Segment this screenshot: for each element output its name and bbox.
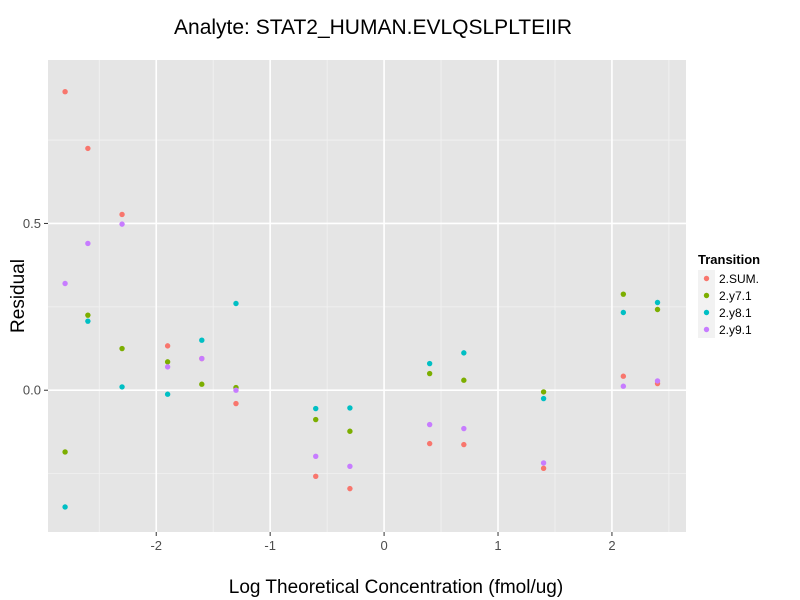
point-2-y9-1	[233, 387, 239, 393]
point-2-sum	[347, 485, 353, 492]
y-tick-label: 0.0	[23, 383, 41, 398]
point-2-y9-1	[654, 378, 661, 384]
legend-label: 2.y9.1	[719, 323, 752, 337]
point-2-y9-1	[347, 463, 353, 469]
point-2-sum	[119, 211, 125, 218]
x-axis-title: Log Theoretical Concentration (fmol/ug)	[229, 577, 563, 598]
point-2-y9-1	[119, 221, 125, 227]
point-2-y8-1	[347, 405, 353, 411]
point-2-y9-1	[313, 453, 319, 459]
data-points	[62, 88, 661, 510]
point-2-y9-1	[461, 425, 467, 432]
point-2-y7-1	[540, 389, 547, 395]
point-2-sum	[164, 343, 171, 349]
point-2-y8-1	[119, 384, 125, 390]
legend-title: Transition	[698, 252, 760, 267]
point-2-sum	[540, 465, 547, 471]
point-2-y9-1	[620, 383, 627, 389]
point-2-y7-1	[62, 449, 68, 455]
point-2-y8-1	[313, 405, 319, 412]
point-2-y7-1	[85, 312, 91, 318]
point-2-sum	[620, 373, 627, 379]
plot-panel	[48, 60, 686, 532]
point-2-y8-1	[233, 300, 239, 307]
x-tick-label: 1	[494, 538, 501, 553]
x-tick-label: -1	[264, 538, 276, 553]
point-2-y7-1	[313, 416, 319, 423]
point-2-sum	[85, 145, 91, 152]
point-2-sum	[461, 441, 467, 448]
point-2-y7-1	[119, 345, 125, 352]
legend: Transition 2.SUM. 2.y7.1 2.y8.1 2.y9.1	[698, 252, 760, 338]
point-2-y8-1	[540, 395, 547, 402]
point-2-y8-1	[654, 299, 661, 306]
y-tick-label: 0.5	[23, 216, 41, 231]
point-2-y8-1	[620, 309, 627, 316]
point-2-y7-1	[620, 291, 627, 297]
legend-swatch	[703, 309, 710, 316]
legend-label: 2.y7.1	[719, 289, 752, 303]
x-tick-label: 0	[380, 538, 387, 553]
point-2-sum	[426, 440, 433, 447]
point-2-y8-1	[426, 360, 433, 367]
point-2-y9-1	[199, 355, 205, 362]
x-axis: -2 -1 0 1 2	[150, 532, 616, 553]
minor-grid	[48, 60, 686, 532]
point-2-y7-1	[199, 381, 205, 387]
point-2-y8-1	[461, 350, 467, 356]
x-tick-label: -2	[150, 538, 162, 553]
point-2-y9-1	[62, 280, 68, 287]
point-2-y7-1	[461, 377, 467, 383]
point-2-sum	[62, 88, 68, 95]
point-2-y8-1	[164, 391, 171, 397]
x-tick-label: 2	[608, 538, 615, 553]
point-2-y8-1	[62, 504, 68, 510]
point-2-y8-1	[85, 318, 91, 324]
legend-label: 2.y8.1	[719, 306, 752, 320]
point-2-y9-1	[540, 460, 547, 466]
point-2-y9-1	[426, 421, 433, 428]
point-2-y9-1	[164, 364, 171, 370]
point-2-y9-1	[85, 240, 91, 247]
point-2-sum	[233, 400, 239, 407]
major-grid	[48, 60, 686, 532]
point-2-y7-1	[347, 428, 353, 434]
y-axis: 0.0 0.5	[23, 216, 48, 398]
point-2-y7-1	[654, 306, 661, 313]
legend-swatch	[703, 275, 710, 282]
legend-label: 2.SUM.	[719, 272, 759, 286]
point-2-y7-1	[164, 359, 171, 365]
point-2-sum	[313, 473, 319, 479]
point-2-y8-1	[199, 337, 205, 343]
chart-title: Analyte: STAT2_HUMAN.EVLQSLPLTEIIR	[174, 16, 572, 39]
point-2-y7-1	[426, 370, 433, 377]
y-axis-title: Residual	[8, 259, 29, 333]
legend-swatch	[703, 326, 710, 333]
legend-swatch	[703, 292, 710, 299]
